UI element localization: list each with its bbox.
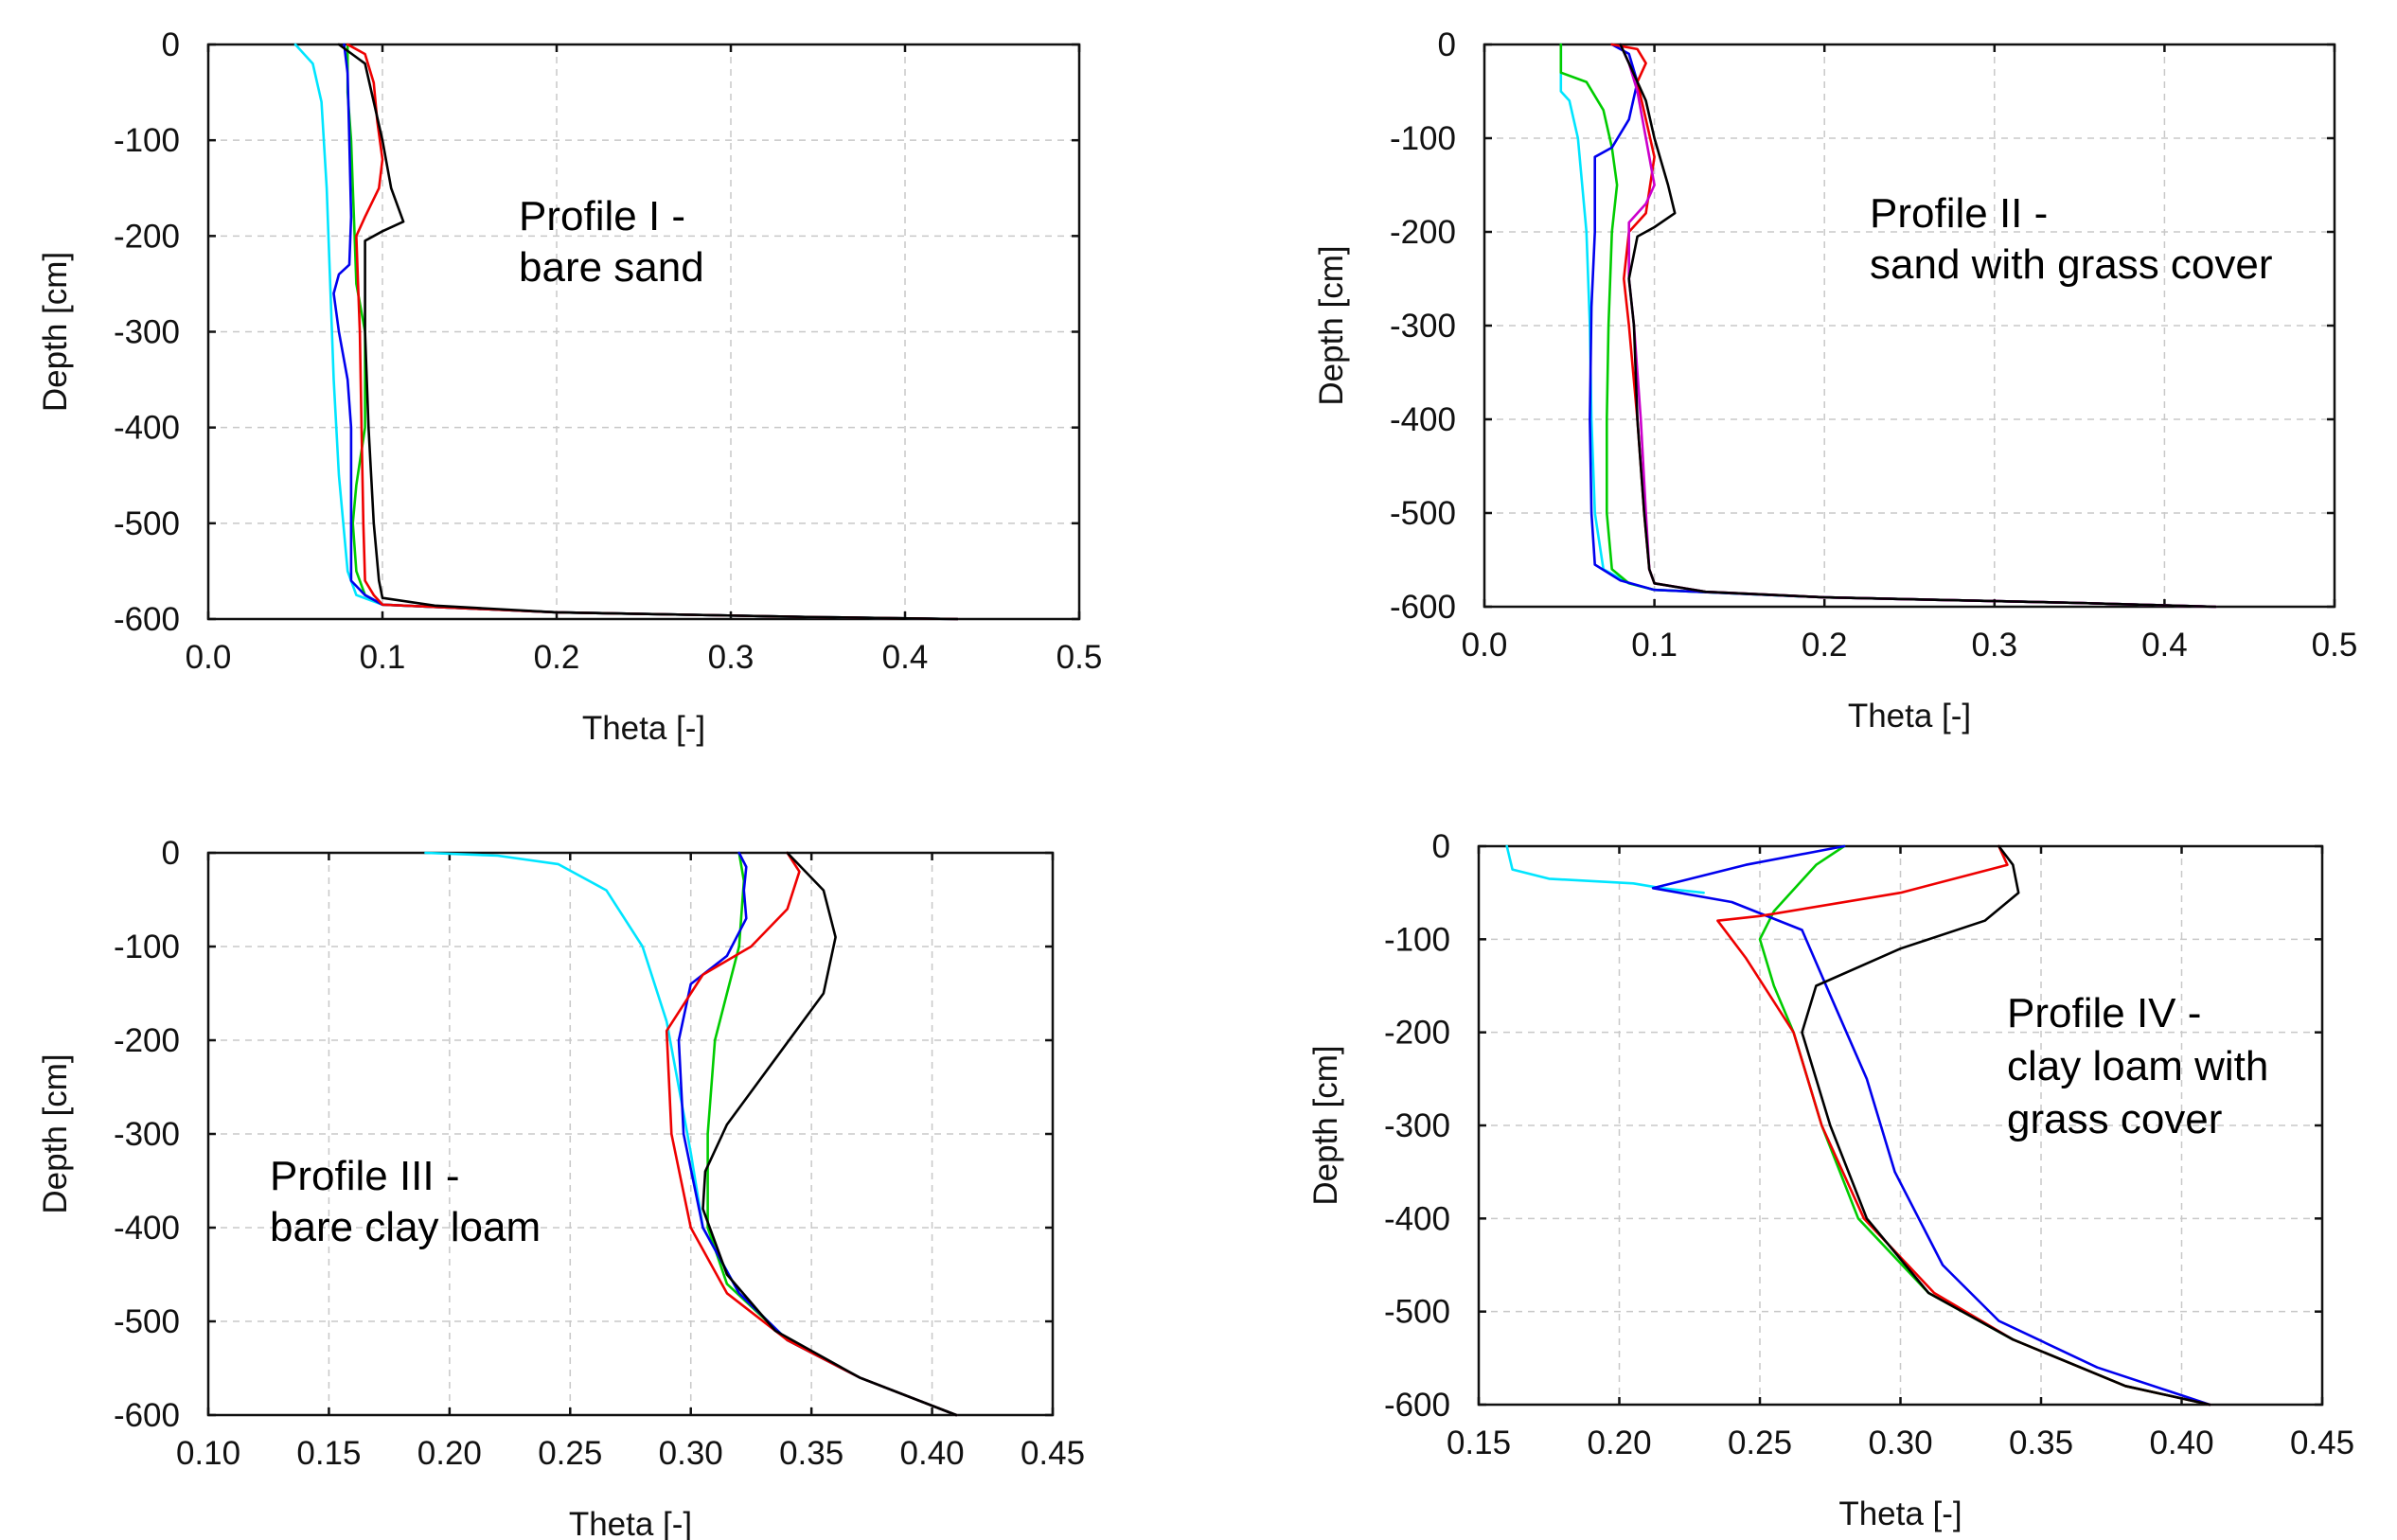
x-tick-label: 0.2 — [1802, 627, 1848, 664]
x-tick-label: 0.3 — [1971, 627, 2017, 664]
x-tick-label: 0.5 — [1056, 639, 1103, 676]
x-tick-label: 0.20 — [417, 1435, 482, 1472]
x-tick-label: 0.35 — [2009, 1425, 2073, 1461]
y-axis-label: Depth [cm] — [1313, 245, 1350, 405]
y-tick-label: -500 — [1390, 495, 1456, 532]
y-tick-label: -300 — [114, 314, 180, 351]
chart-panel-2: 0.0 0.1 0.2 0.3 0.4 0.5 0 -100 -200 -300 -400 -500 -… — [1313, 27, 2357, 735]
x-tick-label: 0.10 — [176, 1435, 240, 1472]
chart-panel-1: 0.0 0.1 0.2 0.3 0.4 0.5 0 -100 -200 -300 -400 -500 -… — [37, 27, 1102, 747]
y-tick-label: -100 — [114, 122, 180, 159]
series-line-1 — [1505, 844, 1705, 894]
x-tick-label: 0.25 — [1728, 1425, 1792, 1461]
x-tick-label: 0.25 — [538, 1435, 602, 1472]
panel-annotation-line: clay loam with — [2007, 1043, 2268, 1089]
x-axis-label: Theta [-] — [1838, 1496, 1962, 1532]
x-tick-label: 0.20 — [1587, 1425, 1651, 1461]
panel-annotation-line: bare sand — [519, 244, 704, 291]
y-tick-label: -200 — [1384, 1015, 1450, 1052]
series-line-6 — [1619, 43, 2217, 609]
plot-frame — [1483, 43, 2336, 609]
panel-annotation-line: Profile IV - — [2007, 990, 2201, 1036]
panel-annotation-line: Profile II - — [1870, 190, 2048, 237]
y-tick-label: -600 — [1390, 589, 1456, 626]
panel-annotation-line: sand with grass cover — [1870, 241, 2273, 288]
x-tick-label: 0.3 — [708, 639, 755, 676]
y-tick-label: -200 — [1390, 214, 1456, 251]
x-tick-label: 0.4 — [882, 639, 929, 676]
panel-annotation-line: Profile I - — [519, 193, 685, 239]
y-tick-label: -600 — [114, 1397, 180, 1434]
chart-panel-4: 0.15 0.20 0.25 0.30 0.35 0.40 0.45 0 -100 -200 -30… — [1307, 828, 2354, 1532]
y-tick-label: -400 — [1384, 1200, 1450, 1237]
y-tick-label: -200 — [114, 1022, 180, 1059]
x-tick-label: 0.2 — [534, 639, 580, 676]
x-tick-label: 0.15 — [296, 1435, 361, 1472]
y-tick-label: -600 — [1384, 1387, 1450, 1424]
y-tick-label: -600 — [114, 601, 180, 638]
panel-annotation-line: grass cover — [2007, 1096, 2222, 1142]
y-tick-label: -500 — [1384, 1294, 1450, 1331]
plot-frame — [206, 43, 1081, 621]
plot-frame — [206, 851, 1055, 1417]
x-tick-label: 0.5 — [2312, 627, 2358, 664]
plot-frame — [1477, 844, 2324, 1407]
x-tick-label: 0.1 — [1631, 627, 1678, 664]
y-tick-label: 0 — [162, 27, 180, 63]
panel-annotation-line: bare clay loam — [270, 1204, 541, 1250]
x-tick-label: 0.15 — [1447, 1425, 1511, 1461]
y-tick-label: -300 — [114, 1116, 180, 1153]
y-tick-label: -100 — [1384, 921, 1450, 958]
x-axis-label: Theta [-] — [1848, 698, 1971, 735]
y-tick-label: -400 — [114, 1210, 180, 1247]
panel-annotation-line: Profile III - — [270, 1153, 460, 1199]
x-tick-label: 0.40 — [2149, 1425, 2213, 1461]
y-tick-label: 0 — [162, 835, 180, 872]
series-line-2 — [706, 851, 958, 1417]
x-tick-label: 0.0 — [186, 639, 232, 676]
x-tick-label: 0.30 — [659, 1435, 723, 1472]
y-tick-label: 0 — [1432, 828, 1450, 865]
y-tick-label: -100 — [1390, 120, 1456, 157]
y-axis-label: Depth [cm] — [37, 252, 74, 412]
x-axis-label: Theta [-] — [582, 710, 705, 747]
y-tick-label: -400 — [1390, 401, 1456, 438]
series-line-3 — [1651, 844, 2211, 1407]
x-tick-label: 0.1 — [360, 639, 406, 676]
series-line-5 — [337, 43, 959, 621]
series-line-5 — [701, 851, 958, 1417]
y-tick-label: -400 — [114, 410, 180, 447]
y-tick-label: -500 — [114, 1303, 180, 1340]
y-tick-label: 0 — [1438, 27, 1456, 63]
y-axis-label: Depth [cm] — [37, 1053, 74, 1213]
x-tick-label: 0.40 — [900, 1435, 965, 1472]
y-tick-label: -200 — [114, 218, 180, 255]
x-tick-label: 0.0 — [1462, 627, 1508, 664]
x-tick-label: 0.35 — [779, 1435, 843, 1472]
x-tick-label: 0.30 — [1868, 1425, 1932, 1461]
series-line-5 — [1801, 844, 2211, 1407]
x-tick-label: 0.4 — [2141, 627, 2188, 664]
y-tick-label: -500 — [114, 505, 180, 542]
series-line-4 — [665, 851, 958, 1417]
y-axis-label: Depth [cm] — [1307, 1045, 1344, 1205]
y-tick-label: -300 — [1384, 1107, 1450, 1144]
y-tick-label: -300 — [1390, 308, 1456, 345]
x-tick-label: 0.45 — [2290, 1425, 2354, 1461]
chart-panel-3: 0.10 0.15 0.20 0.25 0.30 0.35 0.40 0.45 0 -100 -20… — [37, 835, 1085, 1540]
x-tick-label: 0.45 — [1021, 1435, 1085, 1472]
x-axis-label: Theta [-] — [569, 1506, 692, 1540]
y-tick-label: -100 — [114, 929, 180, 965]
